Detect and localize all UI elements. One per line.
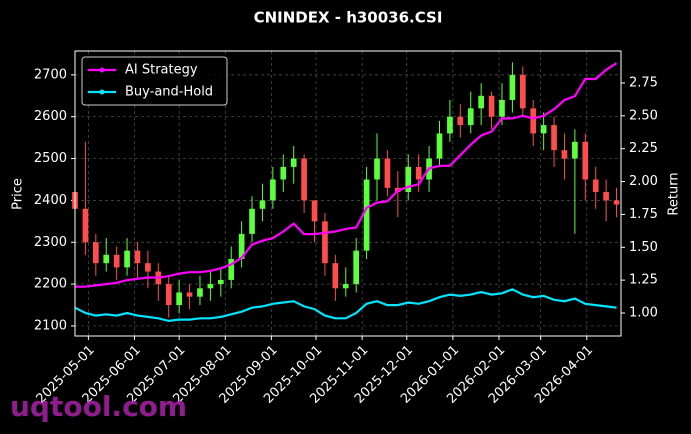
- y-tick-label: 2700: [34, 67, 67, 82]
- candle-body: [186, 292, 193, 297]
- y2-tick-label: 1.25: [629, 273, 658, 288]
- candle-body: [478, 95, 484, 109]
- candle-body: [603, 192, 609, 201]
- y2-tick-label: 1.50: [629, 240, 658, 255]
- candle-body: [217, 279, 224, 285]
- candle-body: [405, 166, 412, 193]
- y2-tick-label: 2.25: [629, 141, 658, 156]
- candle-body: [499, 99, 505, 117]
- candle-body: [374, 158, 380, 180]
- candle-body: [103, 254, 110, 264]
- candle-body: [551, 125, 557, 151]
- y2-tick-label: 2.50: [629, 108, 658, 123]
- legend-marker: [99, 89, 105, 95]
- y-tick-label: 2200: [34, 277, 67, 292]
- candle-body: [176, 292, 182, 306]
- y2-tick-label: 2.00: [629, 174, 658, 189]
- y2-tick-label: 1.00: [629, 305, 658, 320]
- candle-body: [322, 221, 328, 264]
- candle-body: [280, 166, 287, 180]
- candle-body: [457, 116, 464, 126]
- candle-body: [384, 158, 391, 188]
- candle-body: [145, 263, 151, 272]
- candle-body: [311, 200, 318, 222]
- candle-body: [467, 108, 474, 126]
- candle-body: [134, 250, 141, 264]
- y2-tick-label: 2.75: [629, 75, 658, 90]
- candle-body: [92, 242, 99, 264]
- candle-body: [436, 133, 443, 159]
- candle-body: [238, 233, 245, 259]
- candle-body: [124, 250, 130, 268]
- y-tick-label: 2600: [34, 109, 67, 124]
- y2-axis-label: Return: [667, 172, 682, 215]
- candle-body: [415, 166, 422, 180]
- candle-body: [363, 179, 370, 251]
- legend-marker: [99, 67, 105, 73]
- candle-body: [519, 74, 526, 109]
- candle-body: [613, 200, 620, 205]
- series-line: [75, 62, 618, 288]
- watermark: uqtool.com: [10, 390, 187, 423]
- legend-box: [81, 56, 228, 106]
- candle-body: [228, 258, 235, 280]
- y-tick-label: 2400: [34, 193, 67, 208]
- candle-body: [113, 254, 120, 268]
- candle-body: [332, 263, 339, 289]
- candle-body: [509, 74, 516, 100]
- candle-body: [82, 208, 89, 243]
- plot-frame: [74, 50, 622, 337]
- y-tick-label: 2100: [34, 318, 67, 333]
- candle-body: [197, 288, 203, 297]
- candle-body: [290, 158, 297, 167]
- y-tick-label: 2300: [34, 235, 67, 250]
- candle-body: [561, 150, 568, 159]
- candle-body: [540, 125, 547, 134]
- candle-body: [572, 141, 578, 159]
- legend-label: AI Strategy: [125, 63, 198, 78]
- candle-body: [207, 284, 214, 289]
- y2-tick-label: 1.75: [629, 207, 658, 222]
- candle-body: [592, 179, 599, 193]
- y-tick-label: 2500: [34, 151, 67, 166]
- candle-body: [342, 284, 349, 289]
- candle-body: [249, 208, 255, 234]
- candle-body: [530, 108, 537, 134]
- candle-body: [165, 284, 172, 306]
- candle-body: [447, 116, 453, 134]
- candle-body: [270, 179, 276, 201]
- y-axis-label: Price: [11, 178, 26, 210]
- chart-title: CNINDEX - h30036.CSI: [254, 9, 443, 27]
- series-line: [74, 288, 617, 323]
- candle-body: [353, 250, 360, 285]
- legend-label: Buy-and-Hold: [125, 85, 213, 100]
- candle-body: [488, 95, 495, 117]
- candle-body: [259, 200, 266, 209]
- candle-body: [301, 158, 307, 201]
- candle-body: [582, 141, 589, 180]
